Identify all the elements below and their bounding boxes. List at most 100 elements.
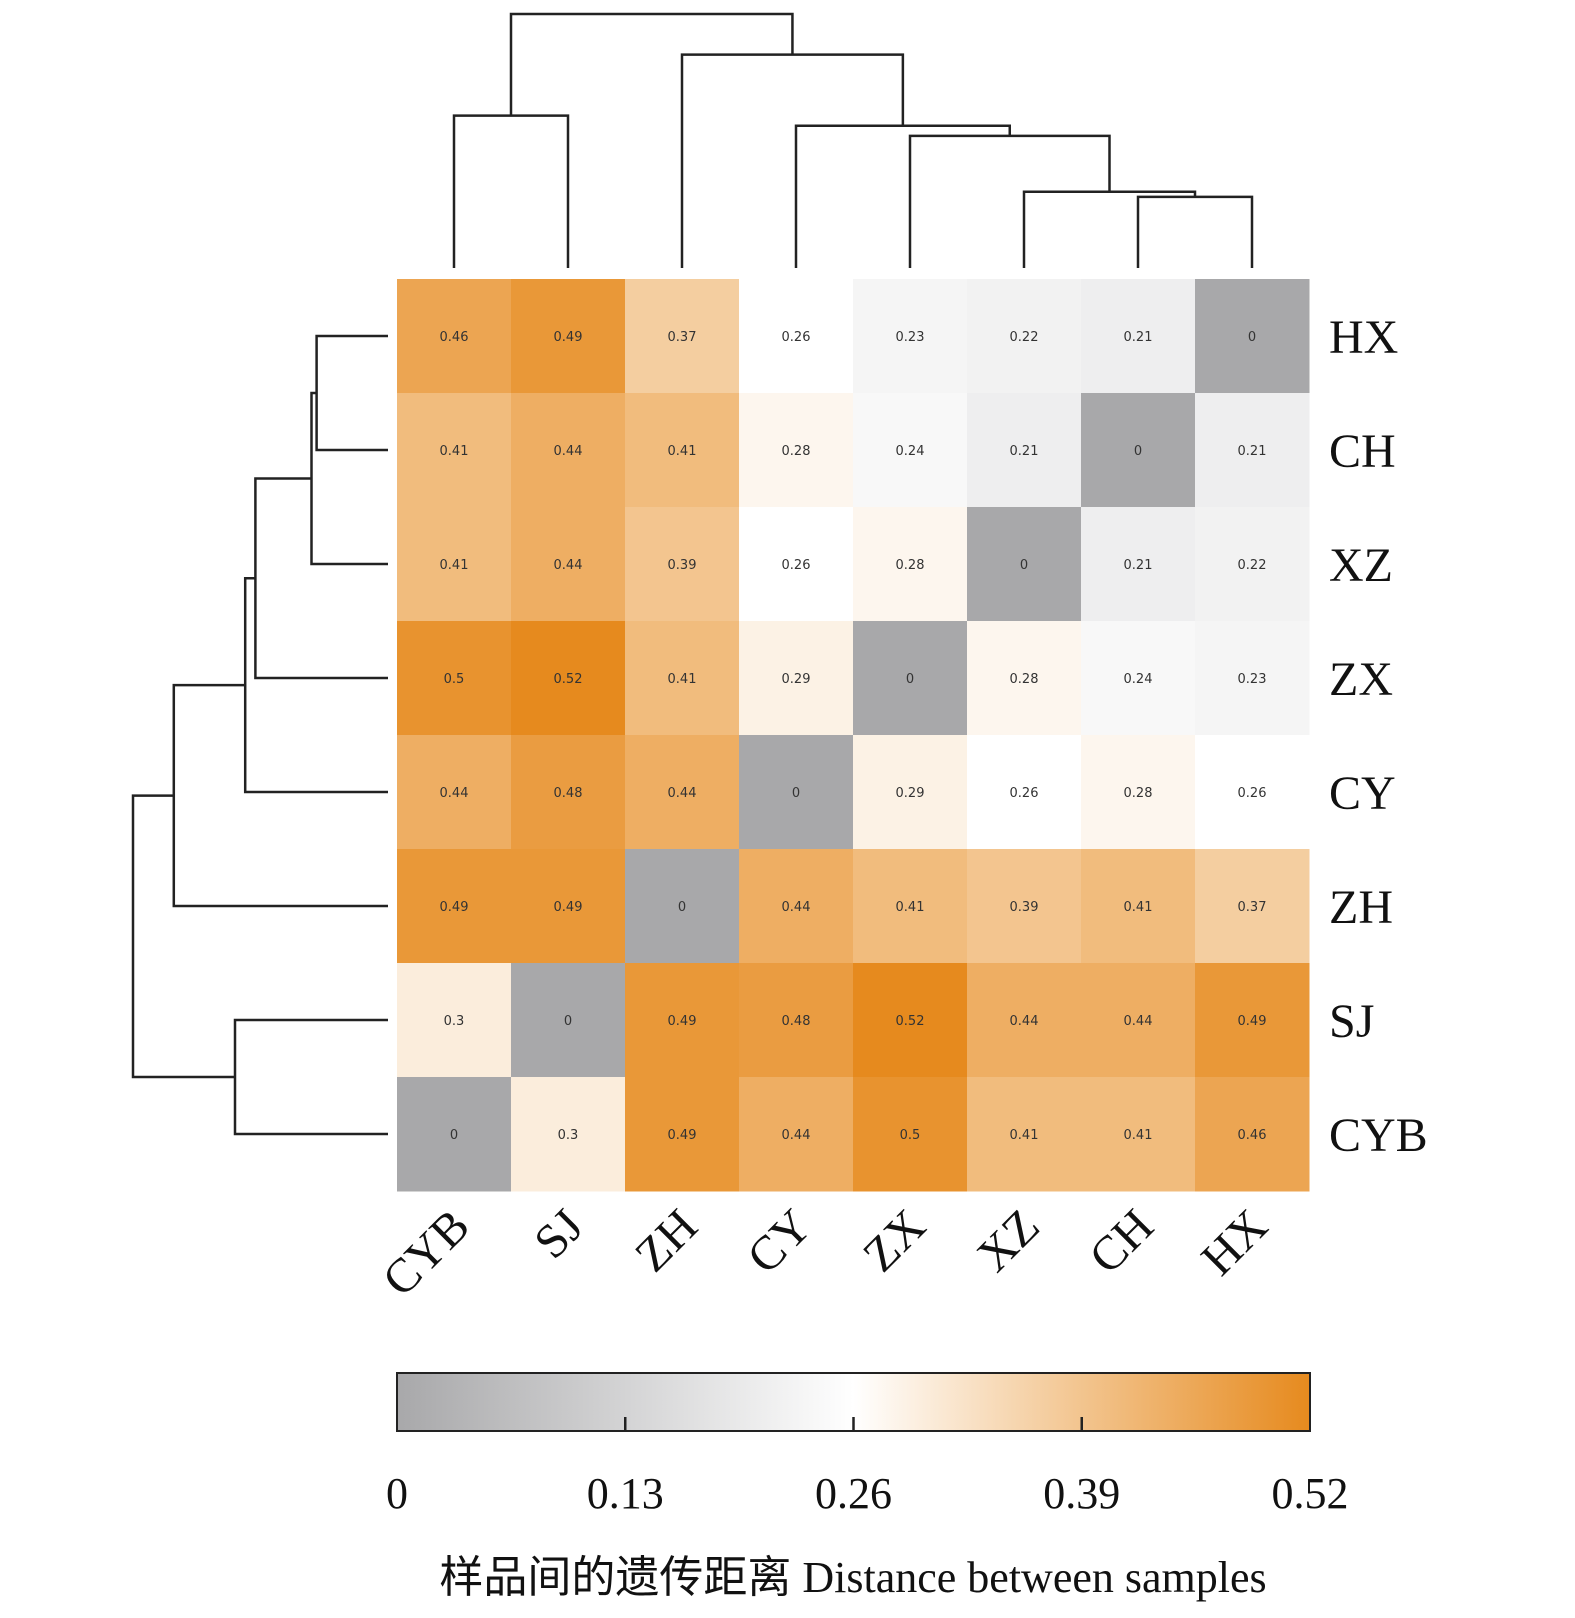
cell-value-label: 0.46 — [1238, 1128, 1267, 1143]
cell-value-label: 0 — [906, 672, 914, 687]
heatmap-cell — [625, 279, 740, 394]
column-label: SJ — [524, 1199, 594, 1269]
cell-value-label: 0 — [450, 1128, 458, 1143]
heatmap-cell — [1081, 735, 1196, 850]
cell-value-label: 0.3 — [558, 1128, 579, 1143]
column-label: CYB — [373, 1199, 480, 1306]
cell-value-label: 0.44 — [554, 558, 583, 573]
heatmap-cell — [1081, 279, 1196, 394]
colorbar-title: 样品间的遗传距离 Distance between samples — [439, 1553, 1266, 1602]
heatmap-cell — [397, 963, 512, 1078]
heatmap-cell — [1195, 849, 1310, 964]
heatmap-cell — [853, 735, 968, 850]
column-label: CH — [1079, 1199, 1164, 1284]
cell-value-label: 0.41 — [1124, 1128, 1153, 1143]
colorbar-tick-label: 0.13 — [587, 1469, 664, 1518]
heatmap-cell — [967, 279, 1082, 394]
cell-value-label: 0.26 — [1010, 786, 1039, 801]
heatmap-cell — [1081, 393, 1196, 508]
cell-value-label: 0.29 — [782, 672, 811, 687]
dendrogram-link — [794, 124, 1011, 268]
cell-value-label: 0.24 — [896, 444, 925, 459]
heatmap-cell — [1195, 507, 1310, 622]
cell-value-label: 0.29 — [896, 786, 925, 801]
heatmap-cell — [1195, 963, 1310, 1078]
heatmap-cell — [1195, 393, 1310, 508]
heatmap-cell — [397, 735, 512, 850]
cell-value-label: 0.37 — [668, 330, 697, 345]
heatmap-cell — [853, 507, 968, 622]
cell-value-label: 0.49 — [554, 900, 583, 915]
row-label: HX — [1329, 311, 1398, 364]
cell-value-label: 0 — [1248, 330, 1256, 345]
cell-value-label: 0.26 — [1238, 786, 1267, 801]
heatmap-cell — [967, 849, 1082, 964]
dendrogram-link — [172, 683, 388, 908]
cell-value-label: 0.23 — [896, 330, 925, 345]
cell-value-label: 0.44 — [440, 786, 469, 801]
heatmap-cell — [1195, 279, 1310, 394]
row-label: CH — [1329, 425, 1396, 478]
row-label: CYB — [1329, 1109, 1428, 1162]
heatmap-cell — [397, 393, 512, 508]
cell-value-label: 0.41 — [668, 444, 697, 459]
heatmap-cell — [625, 393, 740, 508]
cell-value-label: 0.41 — [896, 900, 925, 915]
heatmap-cell — [853, 279, 968, 394]
column-dendrogram — [452, 12, 1254, 268]
cell-value-label: 0.44 — [1124, 1014, 1153, 1029]
cell-value-label: 0.39 — [668, 558, 697, 573]
column-label: XZ — [967, 1199, 1050, 1282]
heatmap-cell — [739, 621, 854, 736]
cell-value-label: 0 — [564, 1014, 572, 1029]
dendrogram-link — [131, 794, 235, 1079]
heatmap-cell — [1081, 849, 1196, 964]
column-label: ZH — [625, 1199, 708, 1282]
cell-value-label: 0.28 — [782, 444, 811, 459]
cell-value-label: 0 — [1020, 558, 1028, 573]
cell-value-label: 0.28 — [896, 558, 925, 573]
cell-value-label: 0.44 — [668, 786, 697, 801]
dendrogram-link — [1022, 190, 1197, 268]
row-label: CY — [1329, 767, 1396, 820]
heatmap-cell — [853, 849, 968, 964]
heatmap-cell — [1081, 621, 1196, 736]
heatmap-cell — [853, 963, 968, 1078]
heatmap-cell — [967, 507, 1082, 622]
heatmap-cell — [739, 507, 854, 622]
dendrogram-link — [452, 114, 570, 268]
cell-value-label: 0.49 — [668, 1128, 697, 1143]
heatmap-cell — [739, 393, 854, 508]
cell-value-label: 0 — [678, 900, 686, 915]
dendrogram-link — [310, 391, 388, 566]
cell-value-label: 0.41 — [440, 558, 469, 573]
row-label: SJ — [1329, 995, 1374, 1048]
cell-value-label: 0.49 — [440, 900, 469, 915]
cell-value-label: 0.46 — [440, 330, 469, 345]
column-label: HX — [1191, 1199, 1277, 1285]
cell-value-label: 0.22 — [1010, 330, 1039, 345]
column-labels: CYB SJ ZH CY ZX XZ CH HX — [373, 1199, 1278, 1306]
cell-value-label: 0.41 — [1010, 1128, 1039, 1143]
heatmap-cell — [511, 279, 626, 394]
cell-value-label: 0.21 — [1010, 444, 1039, 459]
column-label: ZX — [853, 1199, 936, 1282]
cell-value-label: 0.24 — [1124, 672, 1153, 687]
heatmap-cell — [1195, 1077, 1310, 1192]
heatmap-cell — [1195, 735, 1310, 850]
heatmap-cell — [1081, 1077, 1196, 1192]
colorbar-tick-label: 0 — [386, 1469, 408, 1518]
dendrogram-link — [908, 134, 1111, 268]
heatmap-cell — [1195, 621, 1310, 736]
heatmap-cell — [967, 1077, 1082, 1192]
heatmap-cell — [853, 1077, 968, 1192]
cell-value-label: 0.28 — [1010, 672, 1039, 687]
row-labels: HX CH XZ ZX CY ZH SJ CYB — [1329, 311, 1428, 1162]
heatmap-cell — [397, 849, 512, 964]
cell-value-label: 0.37 — [1238, 900, 1267, 915]
colorbar: 0 0.13 0.26 0.39 0.52 — [386, 1372, 1349, 1518]
cell-value-label: 0.26 — [782, 330, 811, 345]
dendrogram-link — [315, 334, 388, 452]
cell-value-label: 0.5 — [900, 1128, 921, 1143]
cell-value-label: 0.21 — [1238, 444, 1267, 459]
